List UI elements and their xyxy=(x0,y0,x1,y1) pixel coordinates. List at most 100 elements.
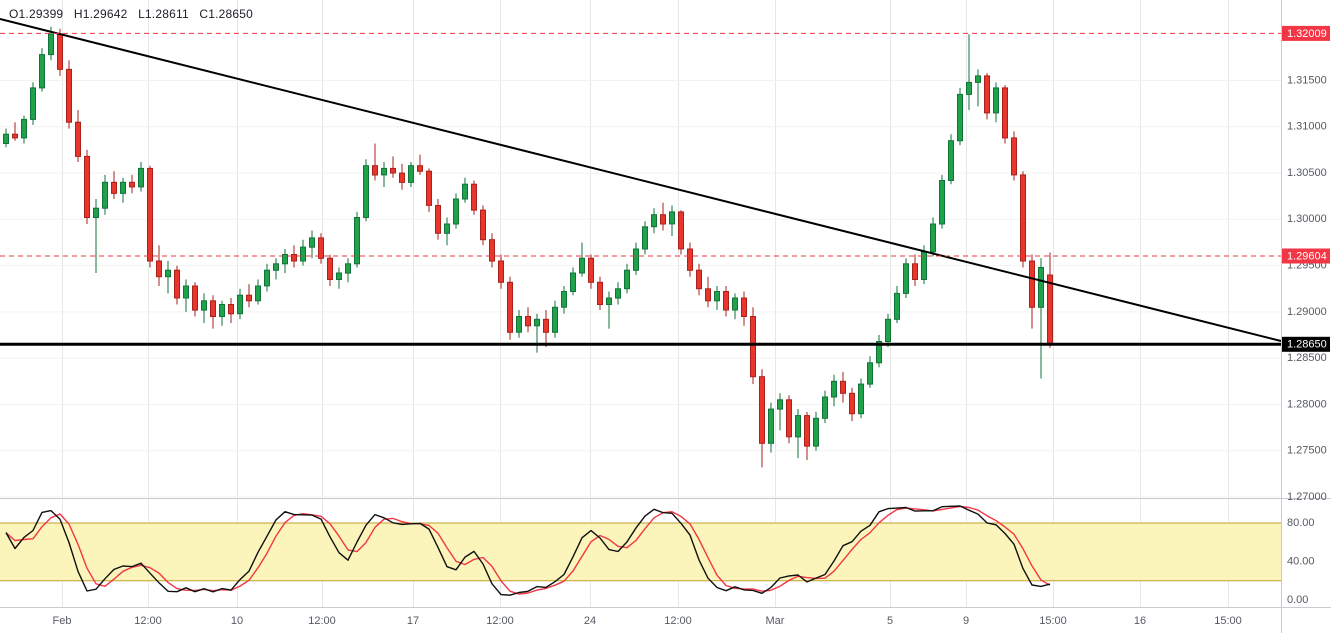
candle-body xyxy=(138,167,144,188)
candle-body xyxy=(894,292,900,320)
ohlc-high: H1.29642 xyxy=(73,7,128,21)
candle-body xyxy=(948,140,954,181)
candle-body xyxy=(3,133,9,144)
time-tick-label: Feb xyxy=(53,615,72,627)
candle-body xyxy=(741,297,747,317)
candle-body xyxy=(1029,260,1035,308)
candle-body xyxy=(840,380,846,394)
candle-body xyxy=(561,291,567,308)
candle-body xyxy=(525,316,531,327)
candle-body xyxy=(516,316,522,333)
main-chart-pane[interactable] xyxy=(0,0,1281,497)
descending-trendline[interactable] xyxy=(0,18,1282,342)
candle-body xyxy=(309,237,315,248)
candle-body xyxy=(318,237,324,259)
candle-body xyxy=(993,87,999,114)
time-tick-label: 5 xyxy=(887,615,893,627)
price-badge xyxy=(1282,336,1330,352)
candle-body xyxy=(1011,137,1017,176)
ohlc-info: O1.29399 H1.29642 L1.28611 C1.28650 xyxy=(9,7,260,21)
candle-body xyxy=(165,269,171,278)
candle-body xyxy=(102,181,108,209)
candle-body xyxy=(1020,174,1026,262)
candle-body xyxy=(975,75,981,83)
candle-body xyxy=(498,260,504,283)
candle-body xyxy=(930,223,936,253)
candle-body xyxy=(219,304,225,317)
candle-body xyxy=(129,181,135,188)
candle-body xyxy=(84,155,90,218)
price-badge xyxy=(1282,248,1330,264)
time-tick-label: 10 xyxy=(231,615,243,627)
candle-body xyxy=(732,297,738,311)
candle-body xyxy=(507,281,513,333)
candle-body xyxy=(696,269,702,290)
candle-body xyxy=(147,167,153,262)
ohlc-low: L1.28611 xyxy=(138,7,189,21)
price-badge-label: 1.32009 xyxy=(1287,28,1327,40)
price-tick-label: 1.27000 xyxy=(1287,491,1327,503)
stochastic-pane[interactable] xyxy=(0,500,1281,607)
candle-body xyxy=(21,118,27,139)
time-tick-label: 15:00 xyxy=(1039,615,1067,627)
candle-body xyxy=(624,269,630,290)
time-tick-label: 12:00 xyxy=(664,615,692,627)
candle-body xyxy=(687,248,693,271)
candle-body xyxy=(615,288,621,299)
candle-body xyxy=(669,211,675,225)
price-tick-label: 1.27500 xyxy=(1287,445,1327,457)
candle-body xyxy=(471,183,477,211)
candle-body xyxy=(435,205,441,234)
candle-body xyxy=(804,415,810,447)
candle-body xyxy=(723,291,729,311)
price-axis[interactable] xyxy=(1281,0,1331,607)
time-tick-label: Mar xyxy=(766,615,785,627)
candle-body xyxy=(174,269,180,299)
time-tick-label: 12:00 xyxy=(486,615,514,627)
price-tick-label: 1.29000 xyxy=(1287,306,1327,318)
candle-body xyxy=(912,263,918,280)
candle-body xyxy=(210,300,216,317)
candle-body xyxy=(372,165,378,176)
candle-body xyxy=(642,226,648,250)
stochastic-d-line xyxy=(5,505,1051,595)
candle-body xyxy=(813,417,819,447)
stochastic-tick-label: 0.00 xyxy=(1287,594,1308,606)
candle-body xyxy=(750,316,756,378)
candle-body xyxy=(786,399,792,438)
time-axis[interactable] xyxy=(0,607,1331,633)
candle-body xyxy=(777,399,783,410)
stochastic-tick-label: 40.00 xyxy=(1287,555,1315,567)
candle-body xyxy=(264,269,270,287)
price-tick-label: 1.28500 xyxy=(1287,352,1327,364)
candle-body xyxy=(363,165,369,218)
candle-body xyxy=(579,257,585,274)
candle-body xyxy=(714,291,720,302)
candle-body xyxy=(867,362,873,385)
candle-body xyxy=(966,81,972,95)
candle-body xyxy=(381,167,387,176)
price-badge-label: 1.29604 xyxy=(1287,250,1327,262)
time-tick-label: 24 xyxy=(584,615,596,627)
candle-body xyxy=(156,260,162,278)
price-tick-label: 1.31500 xyxy=(1287,74,1327,86)
candle-body xyxy=(300,246,306,262)
candle-body xyxy=(678,211,684,250)
candle-body xyxy=(660,214,666,225)
candle-body xyxy=(426,170,432,206)
candle-body xyxy=(192,285,198,311)
candle-body xyxy=(462,183,468,200)
candle-body xyxy=(597,281,603,305)
candle-body xyxy=(255,285,261,302)
candle-body xyxy=(201,300,207,311)
candle-body xyxy=(552,306,558,333)
candle-body xyxy=(543,318,549,333)
time-tick-label: 17 xyxy=(407,615,419,627)
candle-body xyxy=(759,376,765,444)
candle-body xyxy=(453,198,459,225)
candle-body xyxy=(12,133,18,139)
candle-body xyxy=(399,172,405,183)
candle-body xyxy=(246,294,252,302)
candle-body xyxy=(444,223,450,234)
